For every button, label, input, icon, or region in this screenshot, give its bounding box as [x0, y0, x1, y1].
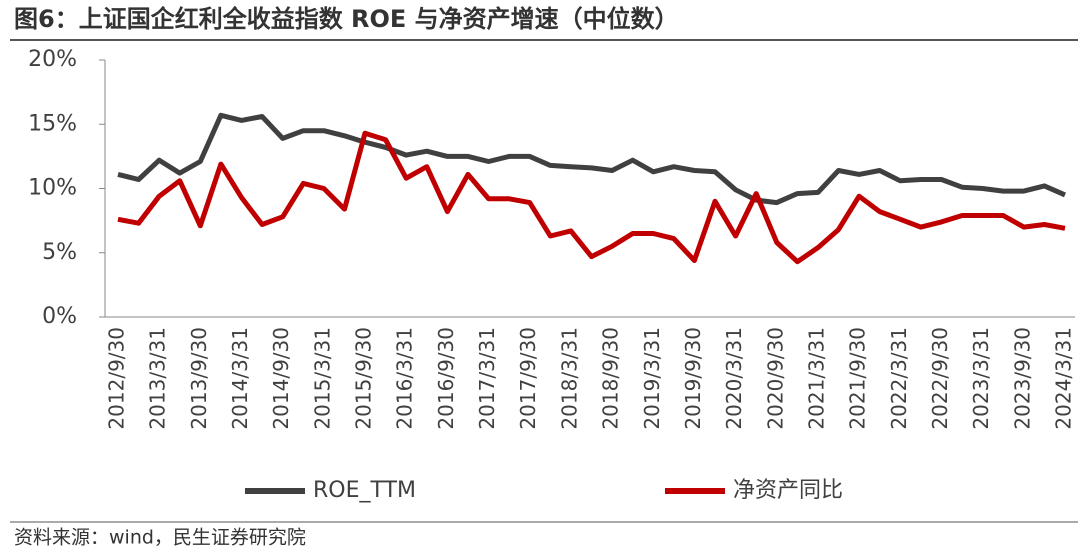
- x-tick-label: 2016/9/30: [434, 327, 458, 430]
- legend-label: 净资产同比: [733, 478, 843, 503]
- legend-label: ROE_TTM: [313, 478, 416, 503]
- x-tick-label: 2019/3/31: [640, 327, 664, 430]
- series-line: [117, 112, 1067, 206]
- x-tick-label: 2022/9/30: [928, 327, 952, 430]
- x-tick-label: 2014/9/30: [269, 327, 293, 430]
- x-tick-label: 2022/3/31: [887, 327, 911, 430]
- x-tick-label: 2023/3/31: [969, 327, 993, 430]
- x-tick-label: 2021/3/31: [804, 327, 828, 430]
- y-tick-label: 10%: [28, 176, 77, 201]
- x-tick-label: 2019/9/30: [681, 327, 705, 430]
- x-tick-label: 2013/9/30: [187, 327, 211, 430]
- x-tick-label: 2014/3/31: [228, 327, 252, 430]
- x-tick-label: 2015/3/31: [310, 327, 334, 430]
- x-tick-label: 2020/9/30: [763, 327, 787, 430]
- x-tick-label: 2012/9/30: [105, 327, 129, 430]
- y-tick-label: 5%: [42, 240, 77, 265]
- source: 资料来源：wind，民生证券研究院: [14, 527, 306, 549]
- x-tick-label: 2018/3/31: [557, 327, 581, 430]
- x-tick-label: 2015/9/30: [352, 327, 376, 430]
- x-tick-label: 2021/9/30: [846, 327, 870, 430]
- y-tick-label: 0%: [42, 304, 77, 329]
- series-line: [117, 130, 1066, 265]
- y-tick-label: 15%: [28, 111, 77, 136]
- chart-title: 图6：上证国企红利全收益指数 ROE 与净资产增速（中位数）: [14, 5, 679, 33]
- y-tick-label: 20%: [28, 47, 77, 72]
- x-tick-label: 2016/3/31: [393, 327, 417, 430]
- x-tick-label: 2023/9/30: [1010, 327, 1034, 430]
- x-tick-label: 2017/9/30: [516, 327, 540, 430]
- x-tick-label: 2024/3/31: [1052, 327, 1076, 430]
- x-tick-label: 2013/3/31: [146, 327, 170, 430]
- x-tick-label: 2017/3/31: [475, 327, 499, 430]
- x-tick-label: 2020/3/31: [722, 327, 746, 430]
- x-tick-label: 2018/9/30: [599, 327, 623, 430]
